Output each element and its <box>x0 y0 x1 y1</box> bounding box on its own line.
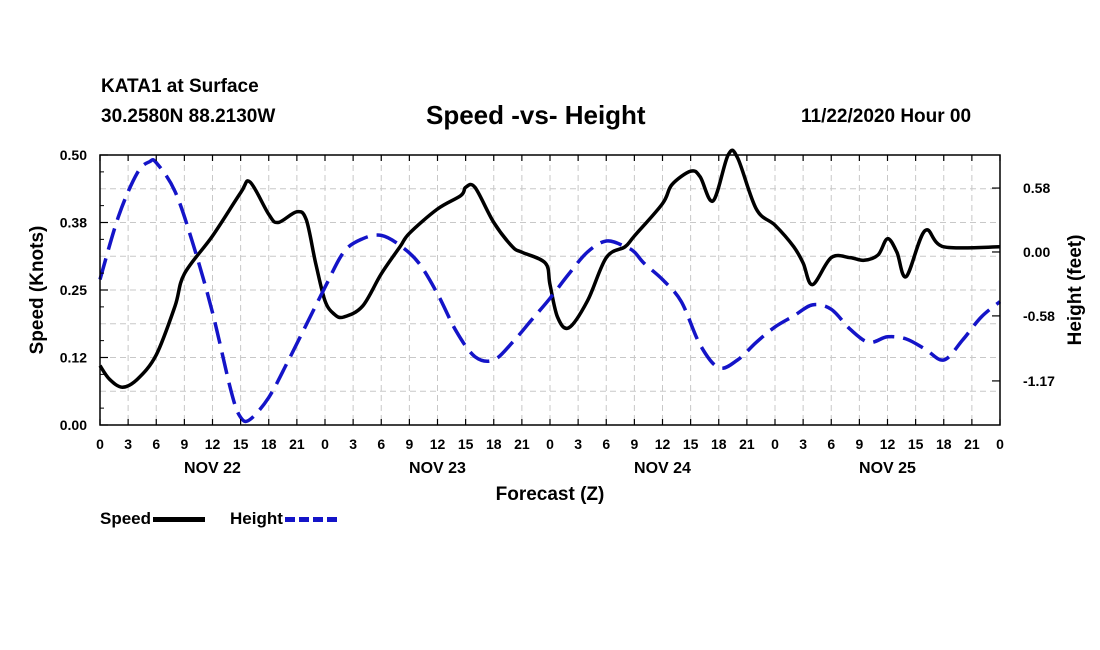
station-name: KATA1 at Surface <box>101 76 259 97</box>
y-tick-label: 0.00 <box>60 417 87 433</box>
x-tick-label: 15 <box>683 436 699 452</box>
y-tick-label: 0.50 <box>60 147 87 163</box>
legend-height-label: Height <box>230 509 283 528</box>
legend-speed-label: Speed <box>100 509 152 528</box>
grid-lines <box>100 155 1000 425</box>
x-tick-label: 15 <box>458 436 474 452</box>
x-tick-label: 15 <box>908 436 924 452</box>
x-tick-label: 21 <box>514 436 530 452</box>
y2-tick-label: 0.00 <box>1023 244 1050 260</box>
x-tick-label: 3 <box>349 436 357 452</box>
y2-tick-label: -1.17 <box>1023 373 1055 389</box>
x-tick-label: 0 <box>96 436 104 452</box>
x-tick-label: 6 <box>377 436 385 452</box>
x-tick-label: 9 <box>180 436 188 452</box>
x-tick-label: 18 <box>486 436 502 452</box>
x-tick-label: 0 <box>321 436 329 452</box>
forecast-timestamp: 11/22/2020 Hour 00 <box>801 106 972 127</box>
x-axis-title: Forecast (Z) <box>496 484 605 505</box>
series-lines <box>98 148 1002 424</box>
x-tick-label: 9 <box>405 436 413 452</box>
x-tick-label: 3 <box>799 436 807 452</box>
x-tick-label: 18 <box>936 436 952 452</box>
x-tick-label: 9 <box>855 436 863 452</box>
x-tick-label: 12 <box>880 436 896 452</box>
day-label: NOV 22 <box>184 460 241 477</box>
axis-labels: 0 3 6 9 12 15 18 21 0 3 6 9 12 15 18 21 0 3 6 9 12 15 18 21 0 3 6 9… <box>60 147 1055 477</box>
x-tick-label: 3 <box>574 436 582 452</box>
day-label: NOV 25 <box>859 460 916 477</box>
axis-ticks <box>99 154 1001 426</box>
x-tick-label: 18 <box>711 436 727 452</box>
day-label: NOV 23 <box>409 460 466 477</box>
x-tick-label: 12 <box>655 436 671 452</box>
legend-height: Height <box>230 509 337 529</box>
y-tick-label: 0.12 <box>60 350 87 366</box>
day-label: NOV 24 <box>634 460 691 477</box>
y-tick-label: 0.25 <box>60 282 87 298</box>
x-tick-label: 0 <box>996 436 1004 452</box>
y-axis-title: Speed (Knots) <box>27 226 48 355</box>
x-tick-label: 6 <box>827 436 835 452</box>
x-tick-label: 3 <box>124 436 132 452</box>
y-tick-label: 0.38 <box>60 215 87 231</box>
x-tick-label: 12 <box>205 436 221 452</box>
legend-height-swatch <box>284 517 337 523</box>
x-tick-label: 0 <box>546 436 554 452</box>
x-tick-label: 6 <box>152 436 160 452</box>
x-tick-label: 18 <box>261 436 277 452</box>
x-tick-label: 9 <box>630 436 638 452</box>
chart-title: Speed -vs- Height <box>426 100 646 130</box>
x-tick-label: 12 <box>430 436 446 452</box>
x-tick-label: 6 <box>602 436 610 452</box>
legend-speed-swatch <box>153 517 206 523</box>
x-tick-label: 0 <box>771 436 779 452</box>
x-tick-label: 21 <box>964 436 980 452</box>
legend-speed: Speed <box>100 509 206 529</box>
y2-axis-title: Height (feet) <box>1065 235 1086 346</box>
x-tick-label: 21 <box>289 436 305 452</box>
y2-tick-label: -0.58 <box>1023 308 1055 324</box>
height-series-line <box>98 157 1002 424</box>
x-tick-label: 21 <box>739 436 755 452</box>
x-tick-label: 15 <box>233 436 249 452</box>
station-coordinates: 30.2580N 88.2130W <box>101 106 276 127</box>
y2-tick-label: 0.58 <box>1023 180 1050 196</box>
speed-series-line <box>98 148 1001 389</box>
